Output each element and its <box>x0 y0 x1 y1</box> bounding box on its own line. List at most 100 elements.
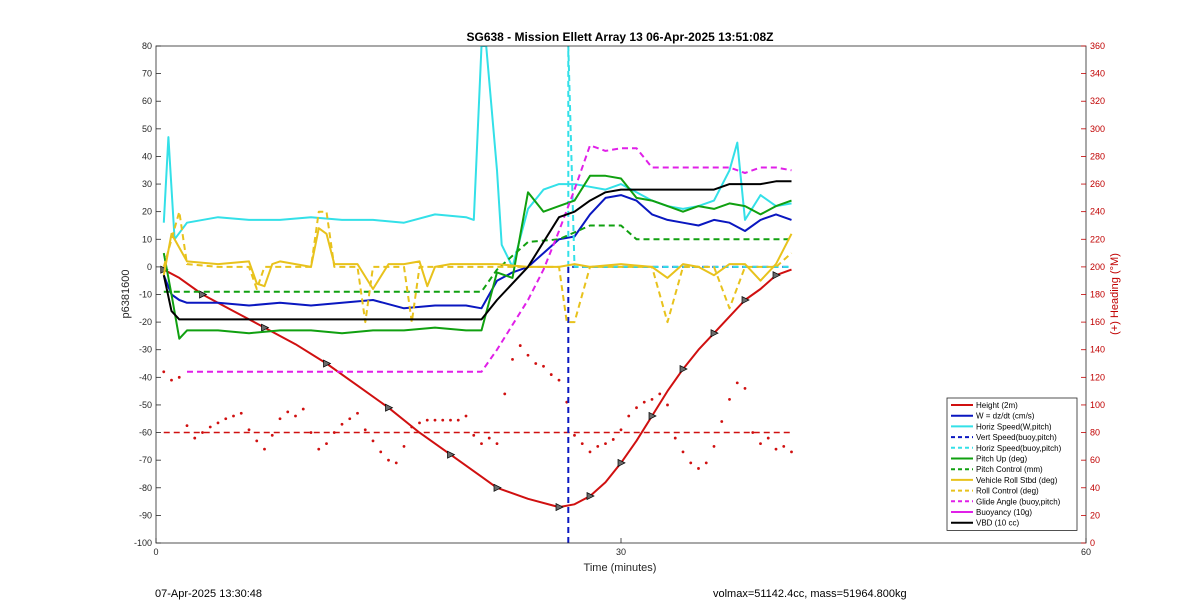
heading-point <box>635 406 638 410</box>
heading-point <box>286 410 290 414</box>
y-tick-label-left: 60 <box>142 96 152 106</box>
heading-point <box>255 439 259 443</box>
heading-point <box>162 370 166 374</box>
x-tick-label: 30 <box>616 547 626 557</box>
legend-label-11: VBD (10 cc) <box>976 519 1019 528</box>
legend-label-5: Pitch Up (deg) <box>976 455 1027 464</box>
y-tick-label-left: 40 <box>142 151 152 161</box>
height-marker <box>555 503 564 512</box>
heading-point <box>379 450 383 454</box>
heading-point <box>193 436 197 440</box>
y-tick-label-left: 80 <box>142 41 152 51</box>
legend-label-9: Glide Angle (buoy,pitch) <box>976 497 1061 506</box>
heading-point <box>472 433 476 437</box>
y-tick-label-right: 260 <box>1090 179 1105 189</box>
heading-point <box>325 442 328 445</box>
heading-point <box>728 398 731 401</box>
height-marker <box>493 483 502 492</box>
heading-point <box>782 444 786 448</box>
height-marker <box>617 458 626 467</box>
heading-point <box>611 438 615 441</box>
series-line-3 <box>567 265 792 543</box>
legend-label-1: W = dz/dt (cm/s) <box>976 412 1035 421</box>
series-line-6 <box>163 224 792 293</box>
heading-point <box>356 411 359 415</box>
height-marker <box>648 411 657 421</box>
heading-point <box>263 447 266 451</box>
heading-point <box>394 461 398 465</box>
y-axis-label-right: (+) Heading (°M) <box>1109 253 1121 335</box>
height-marker <box>710 329 719 338</box>
legend-label-2: Horiz Speed(W,pitch) <box>976 422 1052 431</box>
heading-point <box>363 428 367 432</box>
y-tick-label-right: 320 <box>1090 96 1105 106</box>
heading-point <box>503 392 507 396</box>
height-marker <box>586 491 595 501</box>
series-line-9 <box>187 144 792 373</box>
heading-point <box>751 431 755 434</box>
series-line-7 <box>162 227 793 290</box>
legend-label-8: Roll Control (deg) <box>976 487 1039 496</box>
heading-point <box>371 439 375 443</box>
series-line-1 <box>162 194 792 310</box>
heading-point <box>425 418 429 422</box>
y-tick-label-right: 120 <box>1090 372 1105 382</box>
heading-point <box>542 364 545 368</box>
heading-point <box>534 362 538 365</box>
heading-point <box>294 414 297 418</box>
y-tick-label-left: -80 <box>139 483 152 493</box>
series-line-5 <box>162 174 792 340</box>
series-line-2 <box>162 46 792 268</box>
heading-point <box>239 411 243 415</box>
y-tick-label-left: -10 <box>139 290 152 300</box>
heading-point <box>650 398 654 401</box>
heading-point <box>495 442 499 445</box>
heading-point <box>790 450 793 454</box>
heading-point <box>588 450 592 454</box>
heading-point <box>340 422 344 426</box>
height-marker <box>199 290 208 299</box>
y-tick-label-right: 100 <box>1090 400 1105 410</box>
plot-series <box>160 46 793 543</box>
y-tick-label-left: -40 <box>139 372 152 382</box>
y-tick-label-left: 30 <box>142 179 152 189</box>
heading-point <box>604 442 607 445</box>
y-tick-label-right: 220 <box>1090 234 1105 244</box>
heading-point <box>759 442 762 445</box>
series-line-8 <box>162 210 793 324</box>
footer-summary: volmax=51142.4cc, mass=51964.800kg <box>713 588 907 600</box>
y-tick-label-left: 20 <box>142 207 152 217</box>
heading-point <box>720 420 724 423</box>
height-marker <box>741 295 750 305</box>
height-marker <box>679 364 688 374</box>
plot-frame <box>155 45 1087 544</box>
legend: Height (2m) W = dz/dt (cm/s)Horiz Speed(W… <box>946 397 1078 531</box>
y-tick-label-left: 50 <box>142 124 152 134</box>
heading-point <box>387 458 390 462</box>
heading-point <box>216 421 220 425</box>
y-tick-label-right: 180 <box>1090 290 1105 300</box>
y-tick-label-right: 240 <box>1090 207 1105 217</box>
heading-point <box>317 447 321 451</box>
heading-point <box>681 450 685 454</box>
heading-point <box>201 431 204 434</box>
heading-point <box>573 433 576 437</box>
heading-point <box>658 392 662 396</box>
heading-point <box>208 425 212 429</box>
heading-point <box>511 357 514 361</box>
heading-point <box>697 467 700 470</box>
x-axis-label: Time (minutes) <box>584 562 657 574</box>
heading-point <box>580 442 584 445</box>
heading-point <box>270 433 274 437</box>
heading-point <box>170 378 173 382</box>
y-tick-label-left: -100 <box>134 538 152 548</box>
y-tick-label-right: 80 <box>1090 428 1100 438</box>
legend-box <box>946 397 1078 531</box>
height-marker <box>385 403 394 412</box>
y-tick-label-right: 20 <box>1090 510 1100 520</box>
y-axis-label-left: p6381600 <box>120 270 132 319</box>
series-line-4 <box>567 46 792 268</box>
legend-label-0: Height (2m) <box>976 401 1018 410</box>
y-tick-label-left: -50 <box>139 400 152 410</box>
heading-point <box>666 403 669 407</box>
